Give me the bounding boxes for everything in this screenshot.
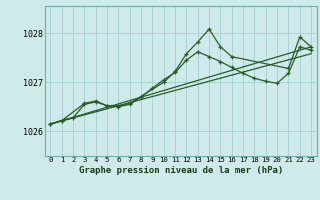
X-axis label: Graphe pression niveau de la mer (hPa): Graphe pression niveau de la mer (hPa)	[79, 166, 283, 175]
